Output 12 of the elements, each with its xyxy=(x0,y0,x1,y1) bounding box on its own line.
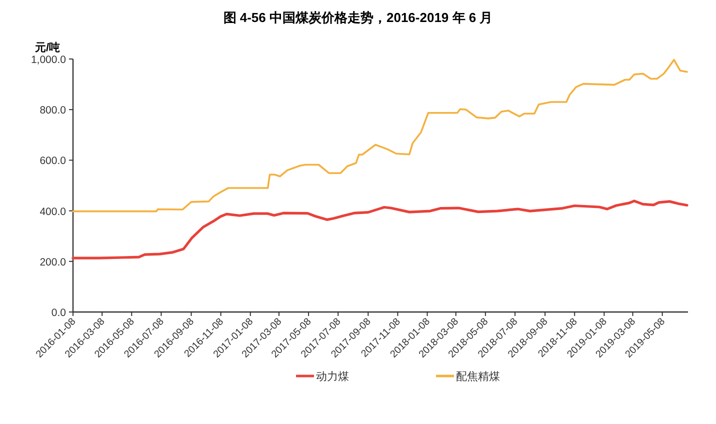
legend-label: 动力煤 xyxy=(316,370,349,383)
line-series xyxy=(72,58,688,212)
y-axis-title: 元/吨 xyxy=(34,41,60,54)
y-tick-label: 0.0 xyxy=(51,307,66,319)
y-tick-label: 200.0 xyxy=(40,256,66,268)
line-series xyxy=(72,200,688,260)
chart-title: 图 4-56 中国煤炭价格走势，2016-2019 年 6 月 xyxy=(223,10,493,25)
y-tick-label: 1,000.0 xyxy=(30,54,66,66)
y-tick-label: 400.0 xyxy=(40,206,66,218)
y-tick-label: 800.0 xyxy=(40,104,66,117)
y-tick-label: 600.0 xyxy=(40,155,66,168)
legend-label: 配焦精煤 xyxy=(456,371,500,383)
